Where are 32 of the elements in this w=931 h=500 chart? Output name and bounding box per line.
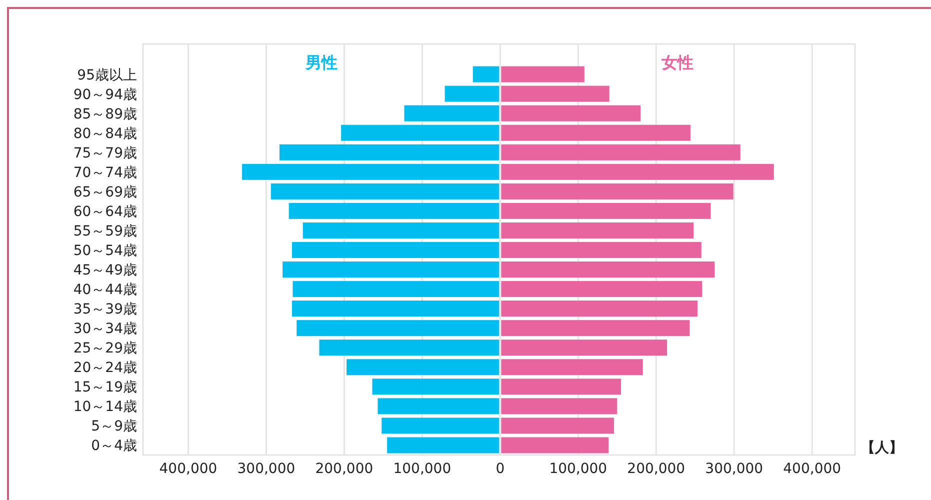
x-tick-label: 100,000 bbox=[393, 461, 452, 477]
x-tick-label: 0 bbox=[496, 461, 505, 477]
y-tick-label: 85～89歳 bbox=[73, 106, 137, 122]
y-tick-label: 95歳以上 bbox=[77, 67, 137, 84]
x-tick-label: 400,000 bbox=[783, 461, 842, 477]
y-tick-label: 75～79歳 bbox=[73, 145, 137, 162]
y-tick-label: 25～29歳 bbox=[73, 340, 137, 357]
y-tick-label: 0～4歳 bbox=[91, 438, 137, 454]
y-tick-label: 55～59歳 bbox=[73, 223, 137, 240]
y-tick-label: 40～44歳 bbox=[73, 282, 137, 298]
x-axis-title: 【人】 bbox=[861, 440, 903, 456]
y-tick-label: 65～69歳 bbox=[73, 184, 137, 200]
y-tick-label: 45～49歳 bbox=[73, 262, 137, 279]
x-tick-label: 300,000 bbox=[705, 461, 764, 477]
y-tick-label: 70～74歳 bbox=[73, 164, 137, 181]
y-tick-label: 30～34歳 bbox=[73, 321, 137, 338]
x-tick-label: 300,000 bbox=[237, 461, 296, 477]
x-tick-label: 100,000 bbox=[549, 461, 608, 477]
x-tick-label: 400,000 bbox=[159, 461, 218, 477]
y-tick-label: 50～54歳 bbox=[73, 242, 137, 259]
y-tick-label: 35～39歳 bbox=[73, 302, 137, 318]
x-tick-label: 200,000 bbox=[627, 461, 686, 477]
y-tick-label: 80～84歳 bbox=[73, 126, 137, 142]
x-tick-label: 200,000 bbox=[315, 461, 374, 477]
y-tick-label: 5～9歳 bbox=[91, 418, 137, 435]
y-tick-label: 60～64歳 bbox=[73, 204, 137, 220]
y-tick-label: 10～14歳 bbox=[73, 399, 137, 416]
y-tick-label: 90～94歳 bbox=[73, 86, 137, 103]
y-tick-label: 20～24歳 bbox=[73, 360, 137, 376]
text: 女性 bbox=[660, 53, 694, 72]
text: 男性 bbox=[304, 53, 338, 72]
y-tick-label: 15～19歳 bbox=[73, 380, 137, 396]
